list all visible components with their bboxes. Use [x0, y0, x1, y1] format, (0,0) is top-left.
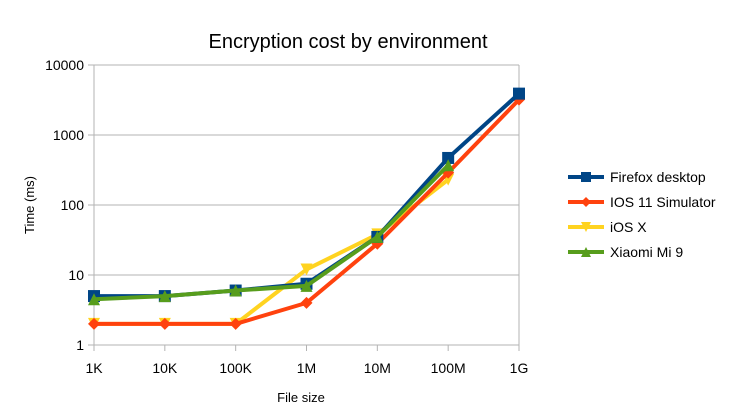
data-point [158, 317, 171, 330]
data-point [300, 296, 313, 309]
legend-marker [581, 247, 591, 257]
y-tick-label: 100 [61, 197, 85, 213]
series-group [88, 87, 525, 330]
chart-title: Encryption cost by environment [208, 31, 487, 53]
legend-label: IOS 11 Simulator [610, 194, 716, 210]
data-point [513, 87, 525, 100]
data-point [88, 317, 100, 330]
legend-label: Xiaomi Mi 9 [610, 244, 683, 260]
data-point [442, 159, 455, 172]
legend-marker [581, 222, 591, 232]
data-point [229, 317, 242, 330]
legend-item: Firefox desktop [568, 169, 706, 185]
x-axis-title: File size [277, 390, 325, 405]
x-tick-label: 10M [364, 360, 391, 376]
y-tick-label: 1 [76, 337, 84, 353]
legend-marker [581, 197, 591, 207]
y-tick-label: 10 [68, 267, 84, 283]
x-tick-label: 100M [431, 360, 466, 376]
data-point [229, 284, 242, 297]
data-point [158, 290, 171, 303]
series-line [94, 178, 450, 326]
y-axis-title: Time (ms) [22, 176, 37, 234]
data-point [300, 263, 313, 276]
legend-label: Firefox desktop [610, 169, 706, 185]
series-line [93, 163, 450, 302]
series-xiaomi-mi-9 [88, 159, 455, 306]
legend-label: iOS X [610, 219, 647, 235]
legend-item: Xiaomi Mi 9 [568, 244, 683, 260]
x-tick-label: 1G [510, 360, 529, 376]
x-tick-label: 10K [152, 360, 178, 376]
legend-item: iOS X [568, 219, 647, 235]
data-point [88, 293, 100, 306]
legend: Firefox desktop IOS 11 Simulator iOS X Xiao… [568, 169, 716, 260]
y-tick-label: 1000 [53, 127, 84, 143]
x-tick-label: 1M [297, 360, 316, 376]
data-point [371, 230, 384, 243]
x-tick-label: 100K [219, 360, 252, 376]
legend-marker [581, 172, 591, 182]
series-ios-x [88, 173, 455, 330]
x-tick-label: 1K [85, 360, 103, 376]
legend-item: IOS 11 Simulator [568, 194, 716, 210]
y-tick-label: 10000 [45, 57, 84, 73]
axes: 1 10 100 1000 10000 1K 10K 100K 1M 10M 100M 1G [45, 57, 528, 376]
data-point [300, 279, 313, 292]
data-point [442, 151, 455, 164]
